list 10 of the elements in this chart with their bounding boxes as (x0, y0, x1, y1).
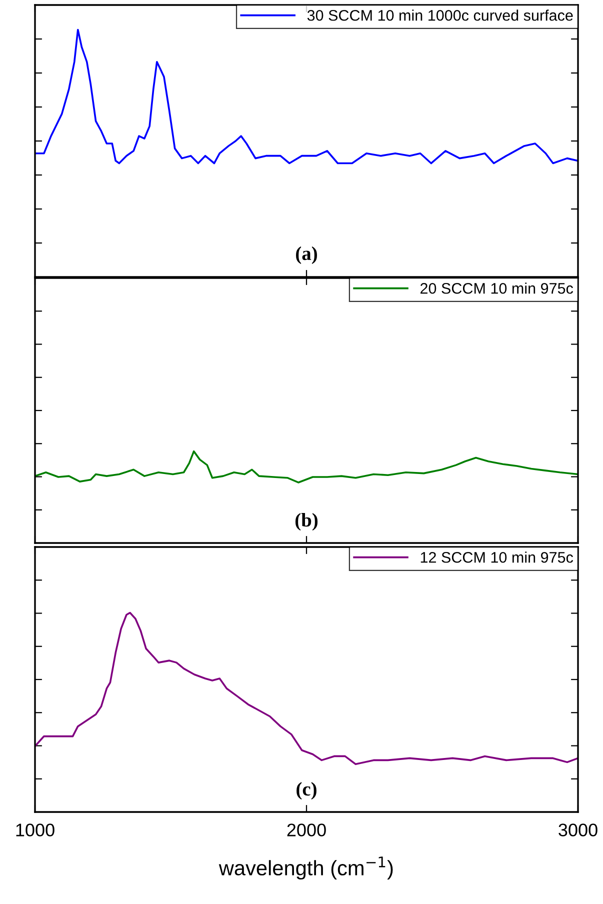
x-tick-label: 1000 (16, 824, 54, 836)
x-axis-title: wavelength (cm$^{−1}$) (218, 856, 393, 880)
annotation: (a) (296, 246, 317, 264)
legend-label: 12 SCCM 10 min 975c (420, 552, 574, 563)
annotation: (b) (295, 512, 318, 531)
x-tick-label: 2000 (287, 824, 326, 836)
annotation: (c) (296, 782, 316, 800)
legend-label: 20 SCCM 10 min 975c (420, 282, 574, 294)
x-tick-label: 3000 (558, 824, 598, 836)
text: 30 SCCM 10 min 1000c curved surface (307, 10, 573, 21)
